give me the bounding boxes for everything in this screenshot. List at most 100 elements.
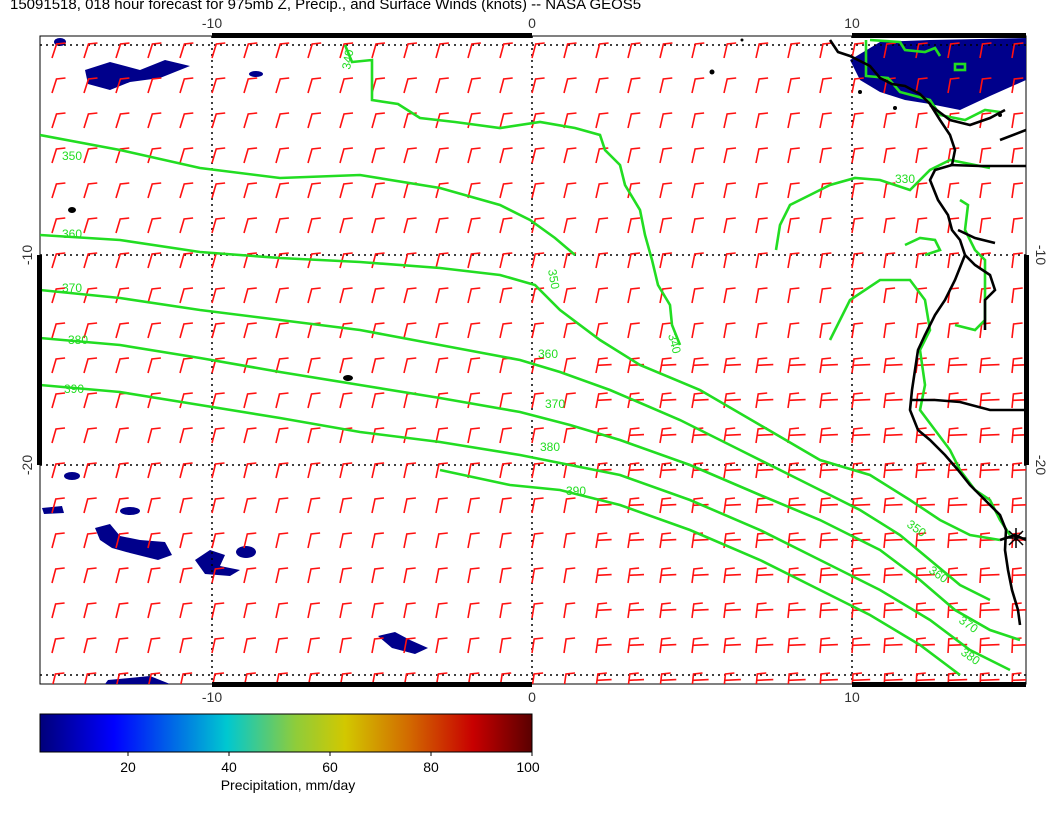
- colorbar-label: Precipitation, mm/day: [221, 777, 356, 793]
- wind-barb: [979, 427, 1000, 444]
- wind-barb: [307, 77, 322, 94]
- wind-barb: [595, 567, 612, 584]
- wind-barb: [659, 322, 672, 339]
- wind-barb: [531, 182, 545, 199]
- wind-barb: [851, 42, 864, 59]
- wind-barb: [371, 42, 386, 59]
- wind-barb: [499, 427, 512, 444]
- wind-barb: [339, 182, 353, 199]
- wind-barb: [787, 322, 800, 339]
- wind-barb: [595, 392, 612, 409]
- wind-barb: [211, 147, 226, 164]
- wind-barb: [723, 147, 737, 164]
- island-dots: [709, 38, 1002, 117]
- wind-barb: [787, 77, 801, 94]
- wind-barb: [723, 497, 741, 514]
- wind-barb: [115, 497, 129, 514]
- wind-barb: [83, 602, 97, 619]
- wind-barb: [1011, 182, 1024, 199]
- wind-barb: [179, 567, 193, 584]
- wind-barb: [563, 567, 576, 584]
- wind-barb: [211, 112, 226, 129]
- wind-barb: [115, 77, 130, 94]
- wind-barb: [435, 287, 449, 304]
- wind-barb: [275, 77, 290, 94]
- wind-barb: [51, 392, 66, 409]
- wind-barb: [435, 112, 449, 129]
- wind-barb: [627, 427, 645, 444]
- wind-barb: [691, 77, 705, 94]
- wind-barb: [339, 567, 352, 584]
- wind-barb: [339, 462, 353, 479]
- wind-barb: [179, 392, 193, 409]
- contour-390: [439, 468, 961, 677]
- wind-barb: [883, 357, 903, 374]
- contour-label-340: 340: [665, 332, 684, 355]
- y-tick-left-1: -20: [19, 455, 35, 475]
- wind-barb: [691, 672, 709, 684]
- wind-barb: [691, 357, 709, 374]
- wind-barb: [115, 252, 130, 269]
- wind-barb: [211, 637, 225, 654]
- wind-barb: [467, 637, 480, 654]
- wind-barb: [435, 182, 449, 199]
- wind-barb: [371, 182, 385, 199]
- wind-barb: [595, 217, 609, 234]
- contour-north-box2: [869, 38, 942, 57]
- wind-barb: [147, 567, 161, 584]
- wind-barb: [499, 322, 513, 339]
- wind-barb: [211, 462, 225, 479]
- wind-barb: [435, 322, 449, 339]
- wind-barb: [467, 252, 481, 269]
- wind-barb: [243, 42, 258, 59]
- wind-barb: [627, 217, 641, 234]
- wind-barb: [339, 287, 353, 304]
- wind-barb: [563, 217, 577, 234]
- wind-barb: [563, 42, 577, 59]
- wind-barb: [51, 287, 66, 304]
- wind-barb: [947, 322, 959, 339]
- wind-barb: [83, 637, 97, 654]
- wind-barb: [851, 112, 864, 129]
- wind-barb: [531, 357, 545, 374]
- wind-barb: [83, 497, 97, 514]
- wind-barb: [147, 357, 161, 374]
- wind-barb: [755, 672, 774, 684]
- wind-barb: [275, 147, 290, 164]
- wind-barb: [691, 322, 704, 339]
- wind-barb: [467, 147, 481, 164]
- wind-barb: [499, 287, 513, 304]
- wind-barb: [691, 637, 709, 654]
- wind-barb: [787, 287, 800, 304]
- wind-barb: [243, 497, 257, 514]
- wind-barb: [979, 602, 1000, 619]
- wind-barb: [659, 497, 677, 514]
- wind-barb: [1011, 497, 1026, 514]
- wind-barb: [531, 147, 545, 164]
- contour-coastal: [828, 278, 1012, 536]
- wind-barb: [531, 217, 545, 234]
- wind-barb: [467, 602, 480, 619]
- wind-barb: [1011, 252, 1023, 269]
- wind-barb: [51, 567, 65, 584]
- wind-barb: [83, 252, 98, 269]
- wind-barb: [1011, 112, 1024, 129]
- contour-label-360: 360: [62, 227, 82, 241]
- wind-barb: [627, 602, 645, 619]
- wind-barb: [627, 322, 640, 339]
- wind-barb: [659, 427, 677, 444]
- wind-barb: [51, 112, 66, 129]
- wind-barb: [851, 357, 871, 374]
- wind-barb: [755, 77, 769, 94]
- wind-barb: [531, 602, 544, 619]
- wind-barb: [563, 392, 576, 409]
- wind-barb: [403, 532, 416, 549]
- wind-barb: [595, 532, 612, 549]
- wind-barb: [563, 147, 577, 164]
- wind-barb: [83, 42, 98, 59]
- wind-barb: [499, 252, 513, 269]
- wind-barb: [851, 392, 871, 409]
- wind-barb: [435, 42, 449, 59]
- wind-barb: [499, 42, 513, 59]
- contour-north-box: [864, 40, 1001, 122]
